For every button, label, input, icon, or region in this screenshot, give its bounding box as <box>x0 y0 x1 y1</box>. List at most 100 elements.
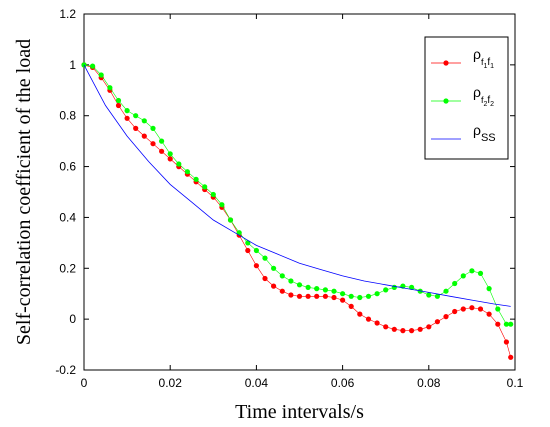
y-tick-label: 0.6 <box>59 160 76 174</box>
data-point <box>503 321 509 327</box>
data-point <box>253 247 259 254</box>
data-point <box>348 303 354 309</box>
series-1 <box>81 62 514 327</box>
data-point <box>296 293 303 299</box>
data-point <box>296 282 303 288</box>
data-point <box>202 184 208 190</box>
legend-marker <box>443 98 449 104</box>
data-point <box>443 288 449 294</box>
data-point <box>383 324 389 330</box>
series-line <box>83 64 511 307</box>
data-point <box>150 141 156 147</box>
data-point <box>374 291 380 297</box>
data-point <box>210 191 216 198</box>
data-point <box>486 286 492 292</box>
data-point <box>460 306 466 312</box>
data-point <box>331 294 337 301</box>
legend-entry-2: ρSS <box>431 122 496 144</box>
data-point <box>365 293 372 299</box>
legend-entry-0: ρf1f1 <box>431 46 494 70</box>
data-point <box>90 63 96 69</box>
data-point <box>167 156 173 162</box>
series-2 <box>83 64 511 307</box>
data-point <box>124 115 130 121</box>
data-point <box>245 247 251 254</box>
x-tick-label: 0.06 <box>331 376 355 390</box>
data-point <box>159 138 165 144</box>
data-point <box>124 108 130 114</box>
data-point <box>365 316 372 322</box>
tick-labels: 0 0.02 0.04 0.06 0.08 0.1 -0.2 0 0.2 0.4 0.6 0.8 1 1.… <box>55 7 523 390</box>
y-tick-label: 0.8 <box>59 109 76 123</box>
legend-entry-1: ρf2f2 <box>431 84 494 108</box>
data-point <box>167 151 173 157</box>
legend-subscript: f <box>487 95 490 106</box>
y-tick-label: 0.4 <box>59 210 76 224</box>
data-point <box>434 293 440 299</box>
data-point <box>477 270 484 276</box>
data-point <box>322 287 328 293</box>
data-point <box>357 294 363 301</box>
data-point <box>357 311 363 317</box>
data-point <box>115 102 122 109</box>
data-point <box>391 326 397 332</box>
legend-subscript: SS <box>481 132 496 144</box>
legend-subscript-index: 2 <box>483 101 487 108</box>
data-point <box>426 324 432 330</box>
data-point <box>141 133 147 139</box>
data-point <box>193 176 199 182</box>
x-tick-label: 0.02 <box>159 376 183 390</box>
x-axis-label: Time intervals/s <box>235 401 364 423</box>
data-point <box>98 72 104 78</box>
data-point <box>452 280 458 287</box>
data-point <box>348 293 354 299</box>
data-point <box>253 263 259 269</box>
data-point <box>486 311 492 317</box>
legend-marker <box>443 60 449 66</box>
data-point <box>305 293 311 299</box>
y-tick-label: 0.2 <box>59 261 76 275</box>
data-point <box>245 240 251 246</box>
data-point <box>322 293 328 299</box>
y-tick-label: 1.2 <box>59 7 76 21</box>
data-point <box>391 284 397 290</box>
x-tick-label: 0.04 <box>245 376 269 390</box>
data-point <box>271 265 277 271</box>
data-point <box>184 169 190 175</box>
legend-subscript: f <box>481 57 484 67</box>
data-point <box>417 326 423 332</box>
data-point <box>409 328 415 334</box>
x-tick-label: 0.08 <box>417 376 441 390</box>
y-axis-label: Self-correlation coefficient of the load <box>13 39 35 345</box>
legend-label: ρf2f2 <box>473 84 494 108</box>
legend-symbol: ρ <box>473 122 481 138</box>
data-point <box>331 288 337 294</box>
y-tick-label: 1 <box>69 58 76 72</box>
data-point <box>141 118 147 124</box>
data-point <box>271 283 277 289</box>
data-point <box>460 273 466 279</box>
data-point <box>115 97 122 104</box>
data-point <box>340 291 346 297</box>
data-point <box>133 125 139 131</box>
legend-symbol: ρ <box>473 46 481 62</box>
data-point <box>443 314 449 320</box>
data-point <box>374 320 380 326</box>
data-point <box>314 286 320 292</box>
data-point <box>107 85 113 91</box>
y-tick-label: 0 <box>69 312 76 326</box>
axis-ticks <box>83 13 516 371</box>
data-point <box>288 278 294 284</box>
data-point <box>150 125 156 131</box>
data-point <box>452 308 458 315</box>
legend-label: ρSS <box>473 122 496 144</box>
legend-subscript-index: 1 <box>490 63 494 70</box>
legend-subscript-index: 1 <box>483 63 487 70</box>
legend-label: ρf1f1 <box>473 46 494 70</box>
data-point <box>176 161 182 167</box>
data-point <box>469 268 475 274</box>
data-point <box>508 354 514 360</box>
data-point <box>477 306 484 312</box>
